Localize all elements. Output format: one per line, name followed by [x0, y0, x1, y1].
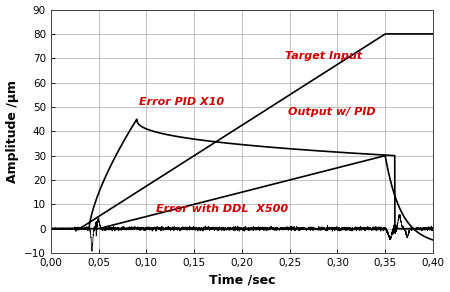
Text: Error with DDL  X500: Error with DDL X500: [156, 204, 288, 214]
Text: Target Input: Target Input: [285, 51, 362, 61]
Text: Output w/ PID: Output w/ PID: [288, 107, 375, 117]
Text: Error PID X10: Error PID X10: [139, 97, 224, 107]
X-axis label: Time /sec: Time /sec: [209, 273, 275, 286]
Y-axis label: Amplitude /µm: Amplitude /µm: [5, 80, 18, 183]
